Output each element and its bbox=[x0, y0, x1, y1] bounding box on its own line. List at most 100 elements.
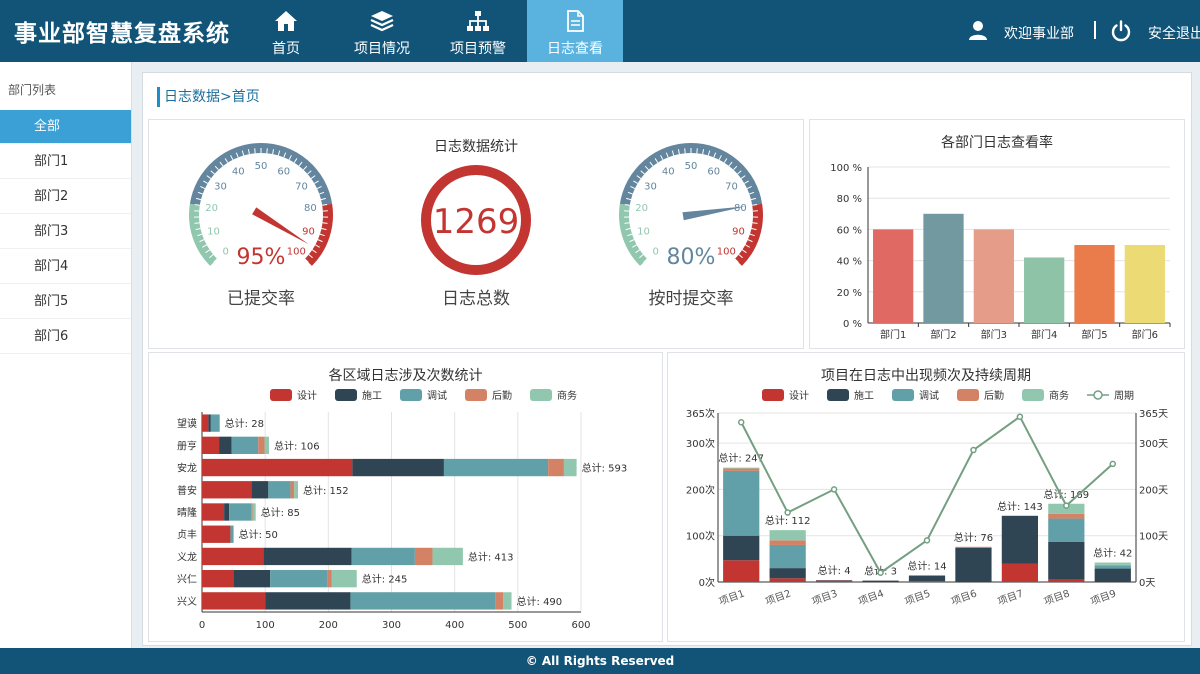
sidebar-item-dept1[interactable]: 部门1 bbox=[0, 145, 131, 179]
region-xtick-label: 400 bbox=[445, 620, 464, 631]
region-bar-segment bbox=[268, 481, 291, 499]
dept-bar bbox=[973, 229, 1014, 323]
ontime-gauge-tick bbox=[627, 233, 633, 237]
footer: © All Rights Reserved bbox=[0, 648, 1200, 674]
submit-gauge-tick-label: 0 bbox=[222, 246, 228, 257]
ontime-gauge-tick bbox=[734, 258, 739, 263]
dept-chart-title: 各部门日志查看率 bbox=[941, 135, 1053, 151]
project-bar-segment bbox=[769, 568, 806, 579]
project-legend-label: 周期 bbox=[1114, 390, 1134, 402]
region-bar-segment bbox=[265, 592, 351, 610]
submit-gauge-tick bbox=[195, 197, 202, 201]
project-legend-label: 后勤 bbox=[984, 389, 1004, 402]
project-legend-swatch bbox=[827, 389, 849, 401]
submit-gauge-tick bbox=[322, 222, 328, 224]
nav-home[interactable]: 首页 bbox=[238, 0, 334, 62]
region-xtick-label: 100 bbox=[256, 620, 275, 631]
brand-title: 事业部智慧复盘系统 bbox=[14, 20, 230, 47]
project-legend-swatch bbox=[892, 389, 914, 401]
project-xtick-label: 项目7 bbox=[996, 588, 1025, 608]
project-bar-segment bbox=[723, 468, 760, 471]
project-bar-segment bbox=[862, 580, 899, 582]
nav-projects[interactable]: 项目情况 bbox=[334, 0, 430, 62]
power-icon[interactable] bbox=[1110, 20, 1132, 42]
nav-warning[interactable]: 项目预警 bbox=[430, 0, 526, 62]
sidebar-item-all[interactable]: 全部 bbox=[0, 110, 131, 144]
ontime-gauge-tick bbox=[624, 204, 630, 206]
region-total-label: 总计: 490 bbox=[517, 595, 563, 608]
project-xtick-label: 项目2 bbox=[764, 588, 793, 608]
submit-gauge-tick bbox=[206, 175, 212, 179]
user-icon bbox=[969, 21, 987, 40]
dept-ytick-label: 20 % bbox=[837, 288, 862, 299]
project-legend-marker bbox=[1093, 390, 1103, 400]
ontime-gauge-tick bbox=[749, 233, 755, 237]
ontime-gauge-tick bbox=[630, 186, 636, 190]
dept-bar bbox=[1024, 257, 1065, 323]
submit-gauge-tick bbox=[199, 239, 205, 243]
ontime-gauge-tick bbox=[747, 239, 753, 243]
dept-ytick-label: 80 % bbox=[837, 194, 862, 205]
region-bar-segment bbox=[495, 592, 504, 610]
submit-gauge-tick bbox=[321, 228, 327, 231]
submit-gauge-tick bbox=[322, 204, 328, 206]
submit-gauge-tick bbox=[230, 155, 234, 160]
main-content: 日志数据>首页 日志数据统计 0 10 20 30 40 50 60 70 80 90 100 95%… bbox=[142, 72, 1192, 646]
total-value: 1269 bbox=[433, 202, 520, 242]
sidebar-item-dept6[interactable]: 部门6 bbox=[0, 320, 131, 354]
ontime-gauge-tick bbox=[702, 149, 705, 155]
ontime-gauge-tick bbox=[660, 155, 664, 160]
project-bar-segment bbox=[1001, 563, 1039, 582]
ontime-gauge-tick bbox=[625, 197, 632, 201]
project-ytick-left: 200次 bbox=[686, 483, 715, 496]
region-bar-segment bbox=[294, 481, 299, 499]
region-total-label: 总计: 85 bbox=[261, 506, 300, 519]
region-legend-label: 后勤 bbox=[492, 389, 512, 402]
nav-logs[interactable]: 日志查看 bbox=[527, 0, 623, 62]
region-bar-segment bbox=[290, 481, 295, 499]
sidebar: 部门列表 全部 部门1 部门2 部门3 部门4 部门5 部门6 bbox=[0, 62, 132, 648]
dept-chart-panel: 各部门日志查看率 0 % 20 % 40 % 60 % 80 % 100 % 部门1 部门2 部… bbox=[809, 119, 1185, 349]
region-ytick-label: 兴义 bbox=[177, 596, 197, 608]
layers-icon bbox=[370, 11, 394, 32]
submit-gauge-tick bbox=[314, 180, 319, 184]
ontime-gauge-tick bbox=[665, 152, 669, 158]
submit-gauge-tick bbox=[195, 228, 201, 231]
nav-warning-label: 项目预警 bbox=[450, 41, 506, 57]
sidebar-item-dept3[interactable]: 部门3 bbox=[0, 215, 131, 249]
ontime-gauge-tick bbox=[713, 152, 717, 158]
sidebar-item-dept2[interactable]: 部门2 bbox=[0, 180, 131, 214]
sidebar-item-dept4[interactable]: 部门4 bbox=[0, 250, 131, 284]
logout-link[interactable]: 安全退出 bbox=[1148, 26, 1200, 42]
submit-gauge-tick bbox=[203, 180, 208, 184]
submit-gauge-tick bbox=[316, 186, 322, 190]
project-cycle-point bbox=[830, 486, 838, 493]
ontime-gauge-tick bbox=[744, 180, 749, 184]
stats-panel: 日志数据统计 0 10 20 30 40 50 60 70 80 90 100 95% 已提交率 0 10 2… bbox=[148, 119, 804, 349]
project-ytick-right: 365天 bbox=[1139, 409, 1168, 420]
nav-projects-label: 项目情况 bbox=[354, 41, 410, 57]
region-bar-segment bbox=[229, 503, 252, 521]
project-bar-segment bbox=[908, 575, 946, 582]
submit-gauge-tick bbox=[197, 233, 203, 237]
project-total-label: 总计: 247 bbox=[718, 452, 764, 465]
project-cycle-point bbox=[737, 419, 745, 426]
breadcrumb[interactable]: 日志数据>首页 bbox=[157, 87, 260, 107]
region-bar-segment bbox=[414, 547, 433, 566]
submit-gauge-tick bbox=[194, 204, 200, 206]
ontime-gauge-tick bbox=[749, 191, 755, 195]
ontime-gauge-tick bbox=[738, 254, 743, 259]
project-bar-segment bbox=[1094, 562, 1131, 565]
submit-gauge-tick-label: 40 bbox=[232, 166, 245, 177]
region-bar-segment bbox=[202, 592, 266, 610]
sidebar-item-dept5[interactable]: 部门5 bbox=[0, 285, 131, 319]
welcome-text: 欢迎事业部 bbox=[1004, 26, 1074, 42]
submit-gauge-value: 95% bbox=[237, 245, 286, 270]
submit-gauge-needle bbox=[252, 207, 309, 245]
region-bar-segment bbox=[270, 570, 328, 588]
submit-gauge-tick bbox=[210, 170, 215, 175]
nav-logs-label: 日志查看 bbox=[547, 41, 603, 57]
region-bar-segment bbox=[202, 570, 234, 588]
region-total-label: 总计: 593 bbox=[582, 462, 628, 475]
